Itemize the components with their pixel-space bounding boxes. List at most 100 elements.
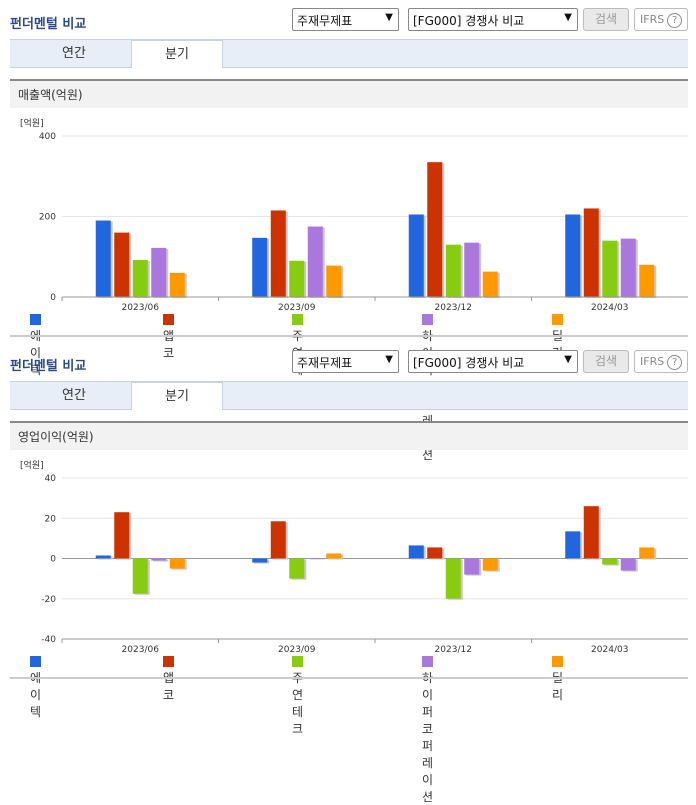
legend-swatch bbox=[422, 656, 433, 667]
bar bbox=[252, 237, 268, 297]
legend-swatch bbox=[292, 314, 303, 325]
operating-income-chart: [억원] -40 -20 0 20 40 2023/06 2023/09 2023/12 2024… bbox=[20, 459, 688, 654]
statement-select-value: 주재무제표 bbox=[297, 14, 353, 28]
bar bbox=[639, 547, 655, 559]
y-tick-label: 0 bbox=[50, 293, 56, 303]
bar bbox=[427, 162, 443, 297]
bar bbox=[270, 521, 286, 559]
fundamental-section-operating-income: 펀더멘털 비교 주재무제표 ▼ [FG000] 경쟁사 비교 ▼ 검색 IFRS? … bbox=[0, 342, 696, 804]
legend-label: 주연테크 bbox=[292, 671, 304, 736]
bar bbox=[408, 214, 424, 297]
bar bbox=[620, 238, 636, 297]
bar bbox=[270, 210, 286, 297]
legend-label: 딜리 bbox=[552, 671, 564, 702]
bar bbox=[151, 247, 167, 297]
bar bbox=[326, 265, 342, 297]
x-tick-label: 2023/09 bbox=[278, 303, 316, 312]
y-tick-label: -20 bbox=[41, 595, 56, 605]
bar bbox=[326, 553, 342, 559]
bar bbox=[445, 558, 461, 599]
statement-select[interactable]: 주재무제표 ▼ bbox=[292, 8, 399, 31]
legend-swatch bbox=[163, 656, 174, 667]
y-tick-label: 40 bbox=[45, 474, 57, 484]
compare-select-value: [FG000] 경쟁사 비교 bbox=[413, 14, 525, 28]
bar bbox=[583, 506, 599, 559]
chevron-down-icon: ▼ bbox=[564, 12, 572, 23]
bar bbox=[602, 240, 618, 297]
legend-swatch bbox=[30, 314, 41, 325]
bar bbox=[95, 220, 111, 297]
search-button[interactable]: 검색 bbox=[583, 350, 629, 373]
divider bbox=[10, 677, 688, 679]
bar bbox=[565, 214, 581, 297]
ifrs-button[interactable]: IFRS? bbox=[634, 350, 688, 373]
chevron-down-icon: ▼ bbox=[564, 354, 572, 365]
chart-title: 영업이익(억원) bbox=[10, 421, 688, 450]
y-unit-label: [억원] bbox=[20, 459, 44, 471]
chevron-down-icon: ▼ bbox=[385, 354, 393, 365]
y-tick-label: 0 bbox=[50, 555, 56, 565]
y-tick-label: -40 bbox=[41, 635, 56, 645]
tab-quarterly[interactable]: 분기 bbox=[131, 382, 223, 410]
y-tick-label: 20 bbox=[45, 514, 57, 524]
legend-swatch bbox=[552, 314, 563, 325]
bar bbox=[482, 558, 498, 571]
bar bbox=[132, 259, 148, 297]
bar bbox=[445, 244, 461, 297]
x-tick-label: 2024/03 bbox=[591, 303, 628, 312]
bar bbox=[114, 232, 130, 297]
legend-item[interactable]: 에이텍 bbox=[30, 655, 47, 720]
tab-quarterly[interactable]: 분기 bbox=[131, 40, 223, 68]
bar bbox=[252, 558, 268, 563]
bar bbox=[408, 545, 424, 559]
statement-select[interactable]: 주재무제표 ▼ bbox=[292, 350, 399, 373]
help-icon: ? bbox=[667, 13, 683, 28]
help-icon: ? bbox=[667, 355, 683, 370]
chart-title: 매출액(억원) bbox=[10, 79, 688, 108]
bar bbox=[114, 512, 130, 559]
search-button[interactable]: 검색 bbox=[583, 8, 629, 31]
legend-swatch bbox=[292, 656, 303, 667]
bar bbox=[95, 555, 111, 559]
y-tick-label: 200 bbox=[39, 213, 56, 223]
legend-item[interactable]: 딜리 bbox=[552, 655, 569, 703]
section-title: 펀더멘털 비교 bbox=[10, 359, 87, 374]
tab-annual[interactable]: 연간 bbox=[62, 388, 86, 403]
x-tick-label: 2023/06 bbox=[122, 645, 160, 654]
compare-select[interactable]: [FG000] 경쟁사 비교 ▼ bbox=[408, 350, 578, 373]
section-title: 펀더멘털 비교 bbox=[10, 17, 87, 32]
bar bbox=[289, 558, 305, 579]
bar bbox=[151, 558, 167, 561]
bar-shadow bbox=[309, 559, 325, 560]
compare-select[interactable]: [FG000] 경쟁사 비교 ▼ bbox=[408, 8, 578, 31]
bar bbox=[427, 547, 443, 559]
bar bbox=[565, 531, 581, 559]
legend-swatch bbox=[163, 314, 174, 325]
chevron-down-icon: ▼ bbox=[385, 12, 393, 23]
bar bbox=[583, 208, 599, 297]
bar bbox=[307, 558, 323, 559]
x-tick-label: 2024/03 bbox=[591, 645, 628, 654]
period-tabs: 연간 분기 bbox=[10, 381, 688, 410]
legend-item[interactable]: 주연테크 bbox=[292, 655, 309, 737]
y-unit-label: [억원] bbox=[20, 117, 44, 129]
ifrs-label: IFRS bbox=[640, 13, 665, 26]
tab-annual[interactable]: 연간 bbox=[62, 46, 86, 61]
bar bbox=[464, 242, 480, 297]
bar bbox=[639, 264, 655, 297]
y-tick-label: 400 bbox=[39, 132, 56, 142]
ifrs-button[interactable]: IFRS? bbox=[634, 8, 688, 31]
x-tick-label: 2023/09 bbox=[278, 645, 316, 654]
bar bbox=[620, 558, 636, 571]
compare-select-value: [FG000] 경쟁사 비교 bbox=[413, 356, 525, 370]
bar bbox=[169, 558, 185, 569]
legend-swatch bbox=[30, 656, 41, 667]
bar bbox=[482, 271, 498, 297]
fundamental-section-revenue: 펀더멘털 비교 주재무제표 ▼ [FG000] 경쟁사 비교 ▼ 검색 IFRS? … bbox=[0, 0, 696, 462]
x-tick-label: 2023/06 bbox=[122, 303, 160, 312]
legend-item[interactable]: 앱코 bbox=[163, 655, 180, 703]
bar bbox=[307, 226, 323, 297]
divider bbox=[10, 335, 688, 337]
x-tick-label: 2023/12 bbox=[435, 303, 472, 312]
x-tick-label: 2023/12 bbox=[435, 645, 472, 654]
